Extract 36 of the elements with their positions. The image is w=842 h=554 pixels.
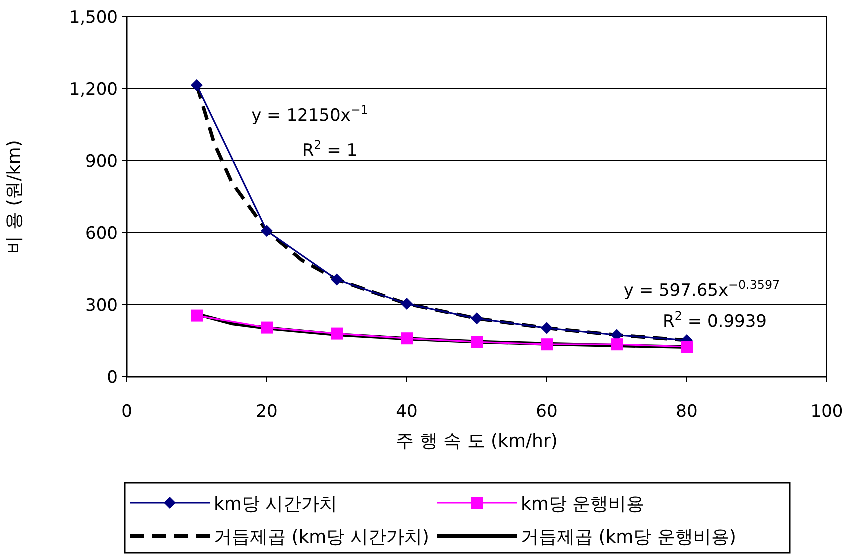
y-axis-title: 비 용 (원/km) xyxy=(4,140,25,254)
point xyxy=(611,338,623,351)
annotation: y = 12150x$^{−1}$ xyxy=(252,103,368,126)
y-tick-label: 900 xyxy=(86,152,118,172)
legend-label: km당 시간가치 xyxy=(214,494,338,515)
y-tick-label: 600 xyxy=(86,224,118,244)
x-tick-label: 100 xyxy=(810,402,842,422)
point xyxy=(331,328,343,340)
annotation: R$^{2}$ = 1 xyxy=(302,138,358,161)
point xyxy=(471,312,483,325)
point xyxy=(191,79,203,92)
x-axis-title: 주 행 속 도 (km/hr) xyxy=(396,431,558,452)
point xyxy=(681,341,693,353)
point xyxy=(261,225,273,238)
x-tick-label: 40 xyxy=(396,402,418,422)
y-tick-label: 1,500 xyxy=(69,8,118,28)
y-tick-label: 300 xyxy=(86,296,118,316)
annotation: R$^{2}$ = 0.9939 xyxy=(663,309,767,332)
legend-label: 거듭제곱 (km당 시간가치) xyxy=(214,527,430,548)
y-tick-label: 1,200 xyxy=(69,80,118,100)
x-tick-label: 80 xyxy=(676,402,698,422)
point xyxy=(331,274,343,286)
x-tick-label: 20 xyxy=(256,402,278,422)
annotation: y = 597.65x$^{−0.3597}$ xyxy=(624,278,780,301)
point xyxy=(401,332,413,345)
point xyxy=(261,322,273,334)
x-tick-label: 60 xyxy=(536,402,558,422)
x-tick-label: 0 xyxy=(122,402,132,422)
point xyxy=(471,336,483,348)
point xyxy=(541,338,553,351)
legend-label: km당 운행비용 xyxy=(521,494,645,515)
point xyxy=(541,322,553,334)
y-tick-label: 0 xyxy=(107,368,118,388)
point xyxy=(401,298,413,310)
point xyxy=(191,310,203,322)
legend-label: 거듭제곱 (km당 운행비용) xyxy=(521,527,736,548)
